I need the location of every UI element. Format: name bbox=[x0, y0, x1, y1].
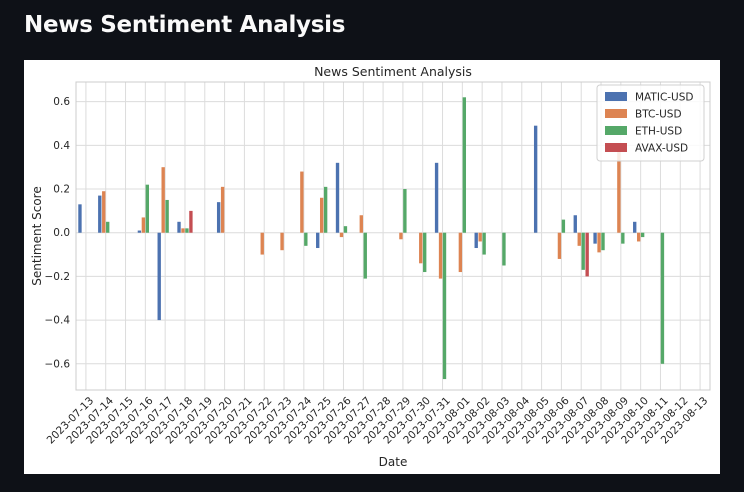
bar-eth-usd-2023-07-27 bbox=[363, 232, 367, 279]
bar-eth-usd-2023-07-26 bbox=[343, 226, 348, 233]
y-tick-label: 0.0 bbox=[53, 227, 70, 239]
bar-btc-usd-2023-07-27 bbox=[359, 215, 363, 233]
legend-label: BTC-USD bbox=[635, 109, 682, 121]
bar-matic-usd-2023-08-02 bbox=[474, 232, 478, 249]
bar-matic-usd-2023-08-07 bbox=[573, 215, 577, 233]
bar-btc-usd-2023-07-23 bbox=[280, 232, 284, 251]
bar-eth-usd-2023-08-09 bbox=[621, 232, 625, 244]
bar-eth-usd-2023-08-07 bbox=[581, 232, 585, 270]
bar-btc-usd-2023-07-16 bbox=[141, 217, 146, 233]
bar-btc-usd-2023-07-25 bbox=[319, 197, 324, 233]
bar-matic-usd-2023-07-20 bbox=[216, 202, 221, 233]
bar-matic-usd-2023-07-18 bbox=[177, 221, 181, 233]
bar-eth-usd-2023-07-24 bbox=[304, 232, 308, 246]
legend-label: AVAX-USD bbox=[635, 143, 688, 155]
bar-eth-usd-2023-08-08 bbox=[601, 232, 605, 251]
bar-btc-usd-2023-07-22 bbox=[260, 232, 264, 255]
legend-label: MATIC-USD bbox=[635, 92, 694, 104]
plot-frame bbox=[75, 81, 711, 391]
bar-eth-usd-2023-07-17 bbox=[165, 199, 169, 233]
y-tick-label: −0.4 bbox=[45, 315, 71, 327]
legend-label: ETH-USD bbox=[635, 126, 682, 138]
bar-eth-usd-2023-07-14 bbox=[106, 221, 110, 233]
bar-matic-usd-2023-07-13 bbox=[78, 204, 82, 233]
legend-swatch bbox=[605, 109, 627, 118]
y-tick-label: 0.6 bbox=[53, 96, 70, 108]
bar-btc-usd-2023-08-06 bbox=[557, 232, 562, 259]
bar-matic-usd-2023-07-17 bbox=[157, 232, 161, 321]
bar-btc-usd-2023-08-10 bbox=[636, 232, 641, 242]
x-axis-label: Date bbox=[379, 455, 408, 469]
legend-box bbox=[596, 84, 705, 162]
bar-btc-usd-2023-07-14 bbox=[102, 191, 106, 233]
sentiment-bar-chart: −0.6−0.4−0.20.00.20.40.62023-07-132023-0… bbox=[30, 64, 711, 469]
bar-eth-usd-2023-08-11 bbox=[660, 232, 665, 364]
bar-eth-usd-2023-08-06 bbox=[561, 219, 566, 233]
bar-btc-usd-2023-07-26 bbox=[339, 232, 344, 238]
bar-matic-usd-2023-08-10 bbox=[633, 221, 637, 233]
bar-avax-usd-2023-07-18 bbox=[189, 210, 193, 233]
bar-eth-usd-2023-07-25 bbox=[323, 186, 328, 233]
legend: MATIC-USD BTC-USD ETH-USD AVAX-USD bbox=[596, 84, 705, 162]
bar-eth-usd-2023-08-01 bbox=[462, 97, 467, 233]
legend-swatch bbox=[605, 143, 627, 152]
bar-btc-usd-2023-07-20 bbox=[220, 186, 225, 233]
bar-matic-usd-2023-08-05 bbox=[533, 125, 538, 233]
bar-btc-usd-2023-08-02 bbox=[478, 232, 482, 242]
bar-matic-usd-2023-07-25 bbox=[316, 232, 320, 249]
bar-btc-usd-2023-07-30 bbox=[419, 232, 423, 264]
bar-avax-usd-2023-08-07 bbox=[585, 232, 589, 277]
grid bbox=[76, 82, 710, 390]
bar-matic-usd-2023-07-14 bbox=[98, 195, 102, 233]
bar-matic-usd-2023-08-08 bbox=[593, 232, 597, 244]
bar-eth-usd-2023-08-03 bbox=[502, 232, 506, 266]
bar-eth-usd-2023-08-10 bbox=[640, 232, 645, 238]
bar-btc-usd-2023-08-01 bbox=[458, 232, 463, 273]
y-tick-label: 0.2 bbox=[53, 184, 70, 196]
bar-eth-usd-2023-07-18 bbox=[185, 228, 189, 233]
bar-matic-usd-2023-07-31 bbox=[434, 162, 439, 233]
bar-matic-usd-2023-07-26 bbox=[335, 162, 340, 233]
y-axis-label: Sentiment Score bbox=[30, 186, 44, 285]
bar-eth-usd-2023-07-29 bbox=[403, 189, 407, 233]
y-tick-label: 0.4 bbox=[53, 140, 70, 152]
bar-eth-usd-2023-07-30 bbox=[423, 232, 427, 273]
bar-btc-usd-2023-08-09 bbox=[617, 151, 621, 233]
y-tick-label: −0.2 bbox=[45, 271, 71, 283]
bar-btc-usd-2023-08-07 bbox=[577, 232, 581, 246]
bar-btc-usd-2023-08-08 bbox=[597, 232, 601, 253]
bars bbox=[78, 97, 665, 380]
chart-title: News Sentiment Analysis bbox=[314, 64, 472, 79]
legend-swatch bbox=[605, 126, 627, 135]
chart-figure: −0.6 −0.4 −0.2 0.0 0.2 0.4 0.6 2023-07-13 2023-0… bbox=[24, 60, 720, 474]
bar-btc-usd-2023-07-24 bbox=[300, 171, 304, 233]
bar-matic-usd-2023-07-16 bbox=[137, 230, 142, 233]
legend-swatch bbox=[605, 92, 627, 101]
bar-btc-usd-2023-07-31 bbox=[438, 232, 443, 279]
bar-btc-usd-2023-07-29 bbox=[399, 232, 403, 240]
bar-eth-usd-2023-07-16 bbox=[145, 184, 150, 233]
page-title: News Sentiment Analysis bbox=[24, 12, 346, 38]
bar-btc-usd-2023-07-17 bbox=[161, 167, 165, 233]
y-tick-label: −0.6 bbox=[45, 358, 71, 370]
bar-eth-usd-2023-07-31 bbox=[442, 232, 447, 380]
bar-eth-usd-2023-08-02 bbox=[482, 232, 486, 255]
bar-btc-usd-2023-07-18 bbox=[181, 228, 185, 233]
